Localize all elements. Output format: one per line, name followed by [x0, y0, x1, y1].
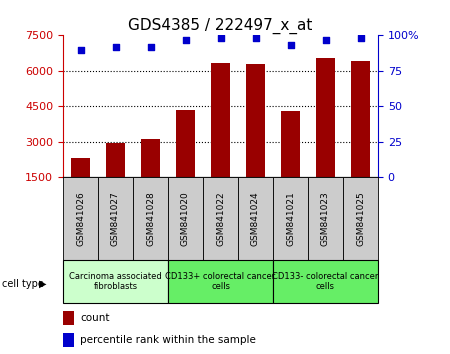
Bar	[168, 260, 273, 303]
Bar	[63, 177, 98, 260]
Text: GSM841024: GSM841024	[251, 191, 260, 246]
Bar	[308, 177, 343, 260]
Bar	[106, 143, 125, 212]
Bar	[281, 111, 300, 212]
Text: percentile rank within the sample: percentile rank within the sample	[81, 335, 256, 345]
Text: CD133- colorectal cancer
cells: CD133- colorectal cancer cells	[272, 272, 379, 291]
Point	[112, 44, 119, 50]
Point	[217, 35, 224, 41]
Text: GSM841028: GSM841028	[146, 191, 155, 246]
Bar	[141, 139, 160, 212]
Point	[182, 37, 189, 42]
Point	[322, 37, 329, 42]
Bar	[203, 177, 238, 260]
Bar	[133, 177, 168, 260]
Bar	[343, 177, 378, 260]
Bar	[63, 333, 74, 347]
Bar	[273, 260, 378, 303]
Bar	[98, 177, 133, 260]
Text: GSM841027: GSM841027	[111, 191, 120, 246]
Text: count: count	[81, 313, 110, 323]
Text: CD133+ colorectal cancer
cells: CD133+ colorectal cancer cells	[166, 272, 275, 291]
Text: Carcinoma associated
fibroblasts: Carcinoma associated fibroblasts	[69, 272, 162, 291]
Text: ▶: ▶	[39, 279, 46, 289]
Text: GSM841025: GSM841025	[356, 191, 365, 246]
Text: GSM841021: GSM841021	[286, 191, 295, 246]
Point	[147, 44, 154, 50]
Bar	[71, 158, 90, 212]
Bar	[316, 58, 335, 212]
Bar	[168, 177, 203, 260]
Bar	[238, 177, 273, 260]
Point	[77, 47, 84, 52]
Bar	[63, 260, 168, 303]
Text: GSM841026: GSM841026	[76, 191, 85, 246]
Title: GDS4385 / 222497_x_at: GDS4385 / 222497_x_at	[128, 18, 313, 34]
Point	[252, 35, 259, 41]
Text: cell type: cell type	[2, 279, 44, 289]
Text: GSM841022: GSM841022	[216, 191, 225, 246]
Bar	[211, 63, 230, 212]
Bar	[63, 311, 74, 325]
Text: GSM841020: GSM841020	[181, 191, 190, 246]
Bar	[176, 110, 195, 212]
Point	[287, 42, 294, 48]
Text: GSM841023: GSM841023	[321, 191, 330, 246]
Bar	[273, 177, 308, 260]
Point	[357, 35, 364, 41]
Bar	[351, 61, 370, 212]
Bar	[246, 64, 265, 212]
